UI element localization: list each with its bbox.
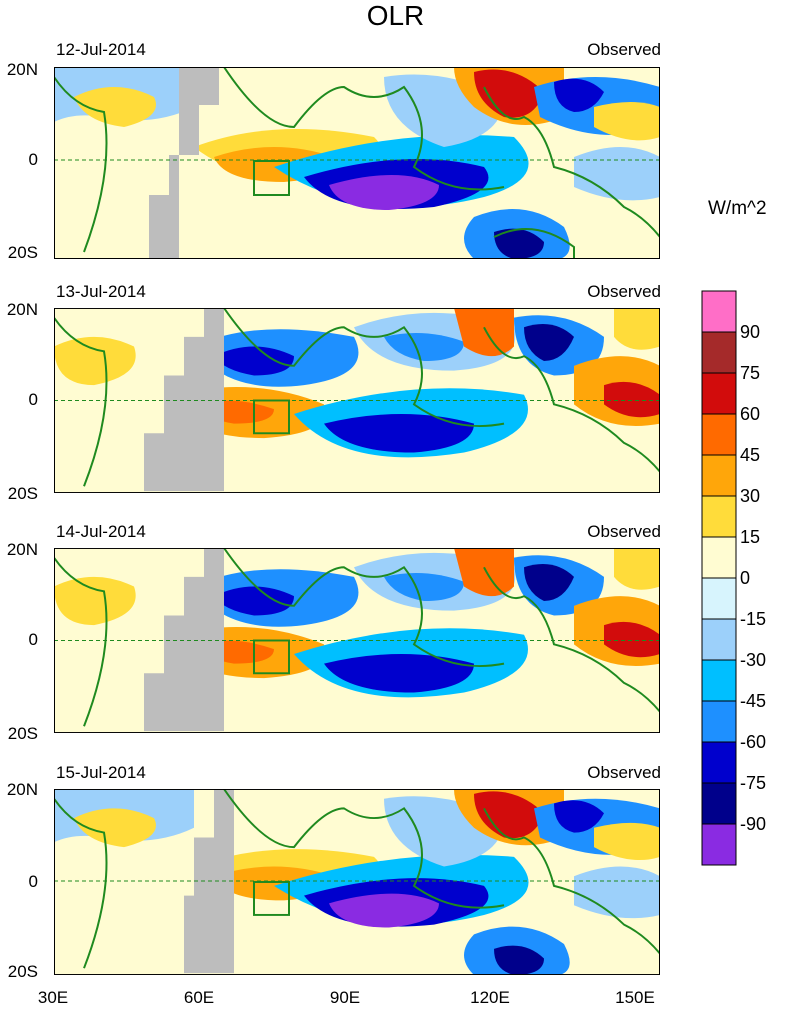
map-panel-4 [54,789,660,975]
colorbar-label: -30 [740,650,767,670]
panel-4-lat-top: 20N [6,780,38,799]
colorbar-swatch [701,659,737,702]
panel-1-lat-equator: 0 [28,150,38,169]
panel-3-lat-bottom: 20S [7,724,38,743]
colorbar-label: 30 [740,486,761,506]
map-panel-1 [54,67,660,259]
colorbar-label: 75 [740,363,761,383]
colorbar-swatch [701,700,737,743]
panel-3-lat-top: 20N [6,540,38,559]
panel-4-label: Observed [587,763,661,782]
panel-1-label: Observed [587,40,661,59]
colorbar-label: 90 [740,322,761,342]
colorbar-label: -60 [740,732,767,752]
panel-3-lat-equator: 0 [28,630,38,649]
colorbar-swatch [701,290,737,333]
colorbar-label: -90 [740,814,767,834]
colorbar-label: 15 [740,527,761,547]
lon-label-30e: 30E [37,988,69,1007]
colorbar-label: -15 [740,609,767,629]
colorbar-swatch [701,454,737,497]
lon-label-90e: 90E [329,988,361,1007]
colorbar-swatch [701,782,737,825]
colorbar-swatch [701,372,737,415]
panel-2-date: 13-Jul-2014 [56,282,146,301]
map-panel-2 [54,308,660,493]
panel-4-date: 15-Jul-2014 [56,763,146,782]
panel-3-label: Observed [587,522,661,541]
panel-1-lat-bottom: 20S [7,243,38,262]
unit-label: W/m^2 [708,198,767,219]
panel-1-lat-top: 20N [6,60,38,79]
colorbar-label: 0 [740,568,751,588]
lon-label-150e: 150E [615,988,655,1007]
figure-title: OLR [366,0,425,31]
colorbar-swatch [701,331,737,374]
panel-2-lat-bottom: 20S [7,484,38,503]
panel-3-date: 14-Jul-2014 [56,522,146,541]
panel-2-lat-equator: 0 [28,390,38,409]
colorbar-swatch [701,618,737,661]
colorbar-label: -75 [740,773,767,793]
colorbar-swatch [701,741,737,784]
panel-2-label: Observed [587,282,661,301]
colorbar-label: -45 [740,691,767,711]
colorbar [701,290,737,866]
colorbar-swatch [701,495,737,538]
colorbar-label: 60 [740,404,761,424]
panel-4-lat-bottom: 20S [7,962,38,981]
colorbar-swatch [701,577,737,620]
panel-4-lat-equator: 0 [28,872,38,891]
lon-label-120e: 120E [470,988,510,1007]
lon-label-60e: 60E [183,988,215,1007]
colorbar-swatch [701,413,737,456]
panel-1-date: 12-Jul-2014 [56,40,146,59]
map-panel-3 [54,548,660,733]
panel-2-lat-top: 20N [6,300,38,319]
colorbar-swatch [701,536,737,579]
colorbar-label: 45 [740,445,761,465]
colorbar-swatch [701,823,737,866]
